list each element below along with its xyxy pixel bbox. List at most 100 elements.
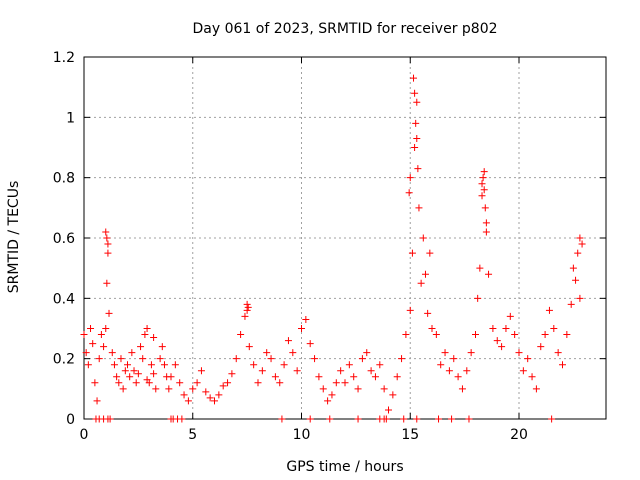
data-point xyxy=(382,415,390,423)
data-point xyxy=(254,379,262,387)
data-point xyxy=(576,234,584,242)
chart-title: Day 061 of 2023, SRMTID for receiver p80… xyxy=(192,21,497,37)
data-point xyxy=(354,415,362,423)
data-point xyxy=(354,385,362,393)
data-point xyxy=(258,367,266,375)
data-point xyxy=(87,325,95,332)
data-point xyxy=(548,415,556,423)
data-point xyxy=(419,234,427,242)
data-point xyxy=(121,367,129,375)
data-point xyxy=(206,394,214,402)
data-point xyxy=(545,306,553,314)
data-point xyxy=(150,334,158,342)
data-point xyxy=(184,397,192,405)
data-point xyxy=(569,264,577,272)
data-point xyxy=(385,406,392,414)
data-point xyxy=(106,415,114,423)
data-point xyxy=(176,379,184,387)
axis-ticks: 0 0.2 0.4 0.6 0.8 1 1.2 0 5 10 15 20 xyxy=(53,50,606,443)
data-point xyxy=(93,397,101,405)
data-point xyxy=(110,361,118,369)
data-point xyxy=(324,397,332,405)
x-axis-label: GPS time / hours xyxy=(286,459,403,475)
data-point xyxy=(147,361,155,369)
data-point xyxy=(189,385,197,393)
data-points xyxy=(80,74,586,423)
data-point xyxy=(232,355,240,363)
data-point xyxy=(406,174,414,182)
data-point xyxy=(402,331,410,339)
data-point xyxy=(143,325,151,332)
data-point xyxy=(480,168,488,176)
y-tick-label: 0.2 xyxy=(53,352,75,368)
data-point xyxy=(89,340,97,348)
y-tick-label: 0.8 xyxy=(53,171,75,187)
data-point xyxy=(479,174,487,182)
data-point xyxy=(405,189,413,197)
data-point xyxy=(550,325,558,332)
data-point xyxy=(493,337,501,345)
data-point xyxy=(158,343,166,351)
data-point xyxy=(515,349,523,357)
data-point xyxy=(398,355,406,363)
data-point xyxy=(108,349,116,357)
data-point xyxy=(506,312,514,320)
data-point xyxy=(245,343,253,351)
data-point xyxy=(263,349,271,357)
data-point xyxy=(412,119,420,127)
data-point xyxy=(435,415,443,423)
data-point xyxy=(84,361,92,369)
data-point xyxy=(276,379,284,387)
data-point xyxy=(328,391,336,399)
data-point xyxy=(537,343,545,351)
data-point xyxy=(389,391,397,399)
data-point xyxy=(193,379,201,387)
data-point xyxy=(572,276,580,284)
data-point xyxy=(574,249,582,257)
data-point xyxy=(541,331,549,339)
data-point xyxy=(554,349,562,357)
data-point xyxy=(411,144,419,151)
data-point xyxy=(441,349,449,357)
data-point xyxy=(363,349,371,357)
data-point xyxy=(463,367,471,375)
y-tick-label: 0 xyxy=(66,412,75,428)
data-point xyxy=(302,315,310,323)
data-point xyxy=(411,89,419,97)
data-point xyxy=(413,98,421,106)
data-point xyxy=(485,270,493,278)
data-point xyxy=(524,355,532,363)
data-point xyxy=(104,240,112,248)
data-point xyxy=(567,300,575,308)
data-point xyxy=(139,355,147,363)
data-point xyxy=(311,355,319,363)
data-point xyxy=(134,370,142,378)
data-point xyxy=(102,325,110,332)
data-point xyxy=(243,306,251,314)
data-point xyxy=(102,228,110,236)
y-tick-label: 1 xyxy=(66,110,75,126)
data-point xyxy=(243,300,251,308)
y-tick-label: 1.2 xyxy=(53,50,75,66)
data-point xyxy=(156,355,164,363)
data-point xyxy=(124,361,131,369)
x-tick-label: 20 xyxy=(510,427,528,443)
data-point xyxy=(424,309,432,317)
data-point xyxy=(478,192,486,200)
data-point xyxy=(482,228,490,236)
data-point xyxy=(428,325,436,332)
data-point xyxy=(511,331,519,339)
data-point xyxy=(150,370,158,378)
data-point xyxy=(171,361,179,369)
data-point xyxy=(141,331,149,339)
data-point xyxy=(393,373,401,381)
data-point xyxy=(519,367,527,375)
data-point xyxy=(284,337,292,345)
data-point xyxy=(215,391,223,399)
data-point xyxy=(410,74,418,82)
data-point xyxy=(280,361,288,369)
data-point xyxy=(478,180,486,188)
data-point xyxy=(467,349,475,357)
data-point xyxy=(326,415,334,423)
data-point xyxy=(278,415,286,423)
